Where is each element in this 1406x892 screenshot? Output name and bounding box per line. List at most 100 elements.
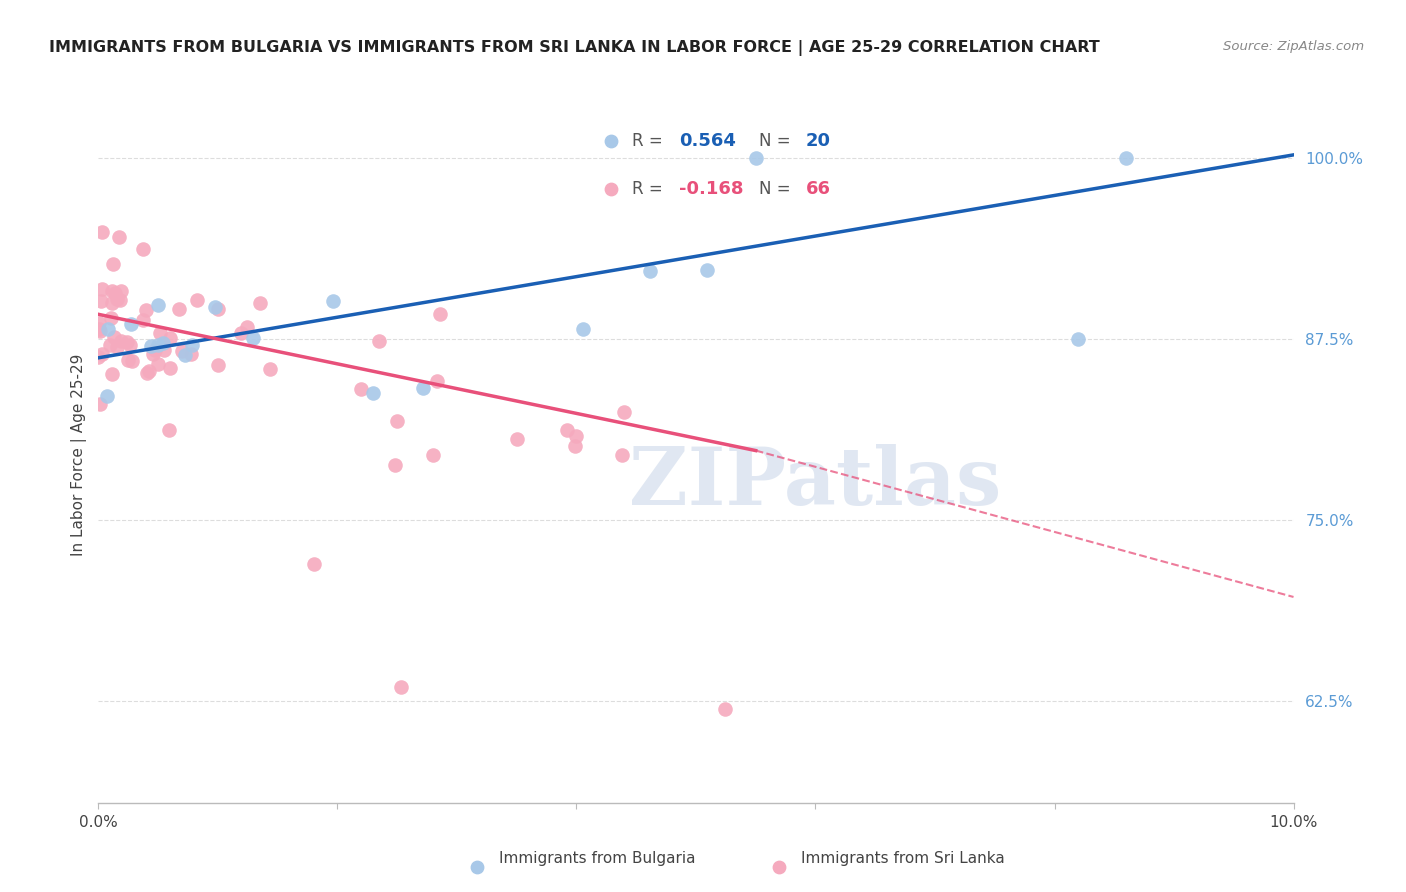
Text: N =: N = <box>759 133 796 151</box>
Point <box>426 374 449 388</box>
Point <box>506 432 529 446</box>
Point <box>384 458 406 472</box>
Point <box>600 135 623 149</box>
Point <box>565 428 588 442</box>
Point <box>152 336 174 351</box>
Point <box>90 293 112 308</box>
Point <box>564 439 586 453</box>
Point <box>110 334 132 349</box>
Point <box>167 301 190 316</box>
Point <box>229 326 252 341</box>
Point <box>143 343 166 358</box>
Point <box>142 347 165 361</box>
Point <box>108 293 131 307</box>
Point <box>322 294 344 309</box>
Point <box>412 381 434 395</box>
Point <box>96 322 118 336</box>
Point <box>385 414 409 428</box>
Point <box>100 311 122 326</box>
Point <box>259 362 281 376</box>
Point <box>638 264 661 278</box>
Point <box>745 151 768 165</box>
Point <box>90 282 112 296</box>
Point <box>149 326 172 340</box>
Text: -0.168: -0.168 <box>679 179 744 197</box>
Point <box>101 257 124 271</box>
Point <box>157 423 180 437</box>
Point <box>87 351 110 365</box>
Point <box>96 389 118 403</box>
Point <box>249 296 271 310</box>
Point <box>90 347 112 361</box>
Point <box>103 330 125 344</box>
Point <box>148 338 170 352</box>
Point <box>117 352 139 367</box>
Point <box>1115 151 1137 165</box>
Point <box>105 340 128 354</box>
Point <box>236 319 259 334</box>
Point <box>180 338 202 352</box>
Point <box>132 242 155 256</box>
Point <box>465 860 488 874</box>
Text: ZIPatlas: ZIPatlas <box>630 443 1001 522</box>
Point <box>98 338 121 352</box>
Point <box>89 324 111 338</box>
Text: IMMIGRANTS FROM BULGARIA VS IMMIGRANTS FROM SRI LANKA IN LABOR FORCE | AGE 25-29: IMMIGRANTS FROM BULGARIA VS IMMIGRANTS F… <box>49 40 1099 56</box>
Point <box>136 366 159 380</box>
Point <box>186 293 208 308</box>
Point <box>572 321 595 335</box>
Point <box>696 262 718 277</box>
Point <box>104 285 127 300</box>
Text: 66: 66 <box>806 179 831 197</box>
Point <box>159 361 181 376</box>
Point <box>118 338 141 352</box>
Point <box>159 331 181 345</box>
Text: 20: 20 <box>806 133 831 151</box>
Point <box>207 302 229 317</box>
Point <box>146 298 169 312</box>
Point <box>768 860 790 874</box>
Point <box>242 331 264 345</box>
Y-axis label: In Labor Force | Age 25-29: In Labor Force | Age 25-29 <box>72 354 87 556</box>
Point <box>87 316 110 330</box>
Point <box>101 368 124 382</box>
Point <box>302 557 325 571</box>
Point <box>361 386 384 401</box>
Point <box>101 295 124 310</box>
Point <box>713 701 735 715</box>
Point <box>121 353 143 368</box>
Point <box>120 317 142 331</box>
Text: 0.564: 0.564 <box>679 133 735 151</box>
Text: N =: N = <box>759 179 796 197</box>
Point <box>153 343 176 357</box>
Point <box>139 339 162 353</box>
Text: R =: R = <box>631 179 668 197</box>
Point <box>207 359 229 373</box>
Text: Source: ZipAtlas.com: Source: ZipAtlas.com <box>1223 40 1364 54</box>
Point <box>1067 332 1090 346</box>
Point <box>173 348 195 362</box>
Point <box>613 405 636 419</box>
Point <box>138 364 160 378</box>
Point <box>204 300 226 314</box>
Point <box>389 680 412 694</box>
Text: R =: R = <box>631 133 668 151</box>
Point <box>600 181 623 195</box>
Point <box>555 423 578 437</box>
Text: Immigrants from Bulgaria: Immigrants from Bulgaria <box>499 852 696 866</box>
Text: Immigrants from Sri Lanka: Immigrants from Sri Lanka <box>801 852 1005 866</box>
Point <box>108 229 131 244</box>
Point <box>610 449 633 463</box>
Point <box>132 313 155 327</box>
Point <box>422 448 444 462</box>
Point <box>429 307 451 321</box>
Point <box>117 335 139 350</box>
Point <box>91 225 114 239</box>
Point <box>110 285 132 299</box>
Point <box>87 322 110 336</box>
Point <box>350 382 373 396</box>
Point <box>135 303 157 318</box>
Point <box>89 397 111 411</box>
Point <box>146 357 169 371</box>
Point <box>105 293 128 307</box>
